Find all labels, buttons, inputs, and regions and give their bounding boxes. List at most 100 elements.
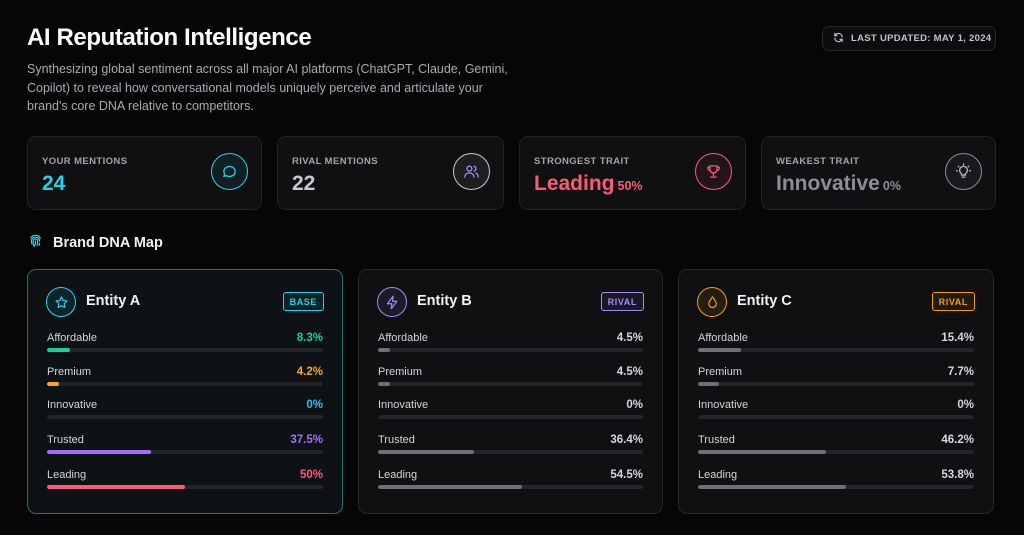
trait-name: Trusted [378,434,415,446]
trait-row-innovative: Innovative 0% [378,399,643,429]
stat-label: STRONGEST TRAIT [534,156,630,167]
trait-bar-fill [378,450,475,454]
trait-bar-track [378,450,643,454]
trait-bar-track [698,450,974,454]
trait-bar-fill [47,485,185,489]
stat-card-rival-mentions: RIVAL MENTIONS 22 [277,136,504,210]
stat-value-text: 24 [42,172,66,195]
last-updated-button[interactable]: LAST UPDATED: MAY 1, 2024 [822,26,996,51]
trait-bar-track [698,415,974,419]
trait-name: Trusted [698,434,735,446]
trait-value: 50% [299,469,323,481]
trait-name: Premium [47,366,92,378]
trait-name: Affordable [698,332,748,344]
trait-bar-track [47,348,323,352]
page-subtitle: Synthesizing global sentiment across all… [27,62,508,113]
trait-value: 46.2% [941,434,974,446]
stat-value-percent: 50% [617,179,643,193]
trait-name: Affordable [378,332,428,344]
trait-name: Affordable [47,332,97,344]
fingerprint-icon [28,233,43,253]
trait-bar-track [47,485,323,489]
entity-badge: BASE [282,292,324,311]
trait-value: 0% [306,399,323,411]
trait-row-leading: Leading 53.8% [698,469,974,499]
trait-bar-fill [698,450,826,454]
trait-bar-track [47,382,323,386]
entity-card-entity-b[interactable]: Entity B RIVAL Affordable 4.5% Premium 4.5% In… [358,269,663,514]
entity-name: Entity B [417,293,472,309]
trait-value: 0% [626,399,643,411]
trait-bar-track [698,485,974,489]
trait-value: 54.5% [610,469,643,481]
trait-row-premium: Premium 4.2% [47,366,323,396]
trait-bar-track [378,382,643,386]
trait-row-trusted: Trusted 46.2% [698,434,974,464]
entity-name: Entity A [86,293,141,309]
trait-name: Premium [698,366,743,378]
entity-badge: RIVAL [600,292,644,311]
trait-name: Leading [378,469,418,481]
trait-bar-fill [698,348,741,352]
trait-bar-track [378,415,643,419]
lightning-icon [377,287,407,317]
stat-value-text: 22 [292,172,316,195]
lightbulb-icon [945,153,982,190]
chat-bubble-icon [211,153,248,190]
trait-value: 4.5% [616,332,643,344]
trait-name: Leading [698,469,738,481]
droplet-icon [697,287,727,317]
trait-row-affordable: Affordable 15.4% [698,332,974,362]
entity-badge: RIVAL [931,292,975,311]
trait-row-leading: Leading 54.5% [378,469,643,499]
trait-bar-track [698,382,974,386]
users-icon [453,153,490,190]
stat-value-text: Innovative [776,172,880,195]
stat-label: RIVAL MENTIONS [292,156,379,167]
trait-bar-fill [47,348,70,352]
trait-bar-fill [378,485,523,489]
stat-value: Innovative 0% [776,172,901,196]
page-title: AI Reputation Intelligence [27,24,312,51]
trait-value: 7.7% [947,366,974,378]
trait-value: 15.4% [941,332,974,344]
trait-bar-fill [698,485,847,489]
trait-row-affordable: Affordable 4.5% [378,332,643,362]
trait-bar-fill [47,382,59,386]
last-updated-label: LAST UPDATED: MAY 1, 2024 [851,33,992,44]
trait-bar-track [47,450,323,454]
trait-row-affordable: Affordable 8.3% [47,332,323,362]
stat-value: Leading 50% [534,172,643,196]
trait-name: Innovative [378,399,429,411]
stat-card-your-mentions: YOUR MENTIONS 24 [27,136,262,210]
stat-value: 22 [292,172,315,196]
stat-label: WEAKEST TRAIT [776,156,860,167]
trait-bar-fill [698,382,720,386]
trait-row-trusted: Trusted 37.5% [47,434,323,464]
stat-card-weakest-trait: WEAKEST TRAIT Innovative 0% [761,136,996,210]
trait-bar-fill [378,348,390,352]
entity-card-entity-c[interactable]: Entity C RIVAL Affordable 15.4% Premium 7.7% I… [678,269,994,514]
trait-value: 0% [957,399,974,411]
section-title: Brand DNA Map [53,235,163,251]
trait-bar-track [378,348,643,352]
trait-bar-fill [378,382,390,386]
trait-value: 37.5% [290,434,323,446]
stat-card-strongest-trait: STRONGEST TRAIT Leading 50% [519,136,746,210]
trait-value: 8.3% [296,332,323,344]
trait-bar-track [698,348,974,352]
entity-card-entity-a[interactable]: Entity A BASE Affordable 8.3% Premium 4.2% Inn… [27,269,343,514]
section-header: Brand DNA Map [28,233,163,253]
stat-value-percent: 0% [882,179,901,193]
trait-row-leading: Leading 50% [47,469,323,499]
trait-bar-track [47,415,323,419]
trait-value: 36.4% [610,434,643,446]
trait-name: Leading [47,469,87,481]
trait-row-premium: Premium 4.5% [378,366,643,396]
entity-name: Entity C [737,293,792,309]
star-icon [46,287,76,317]
trait-row-trusted: Trusted 36.4% [378,434,643,464]
trait-row-premium: Premium 7.7% [698,366,974,396]
trait-name: Premium [378,366,423,378]
